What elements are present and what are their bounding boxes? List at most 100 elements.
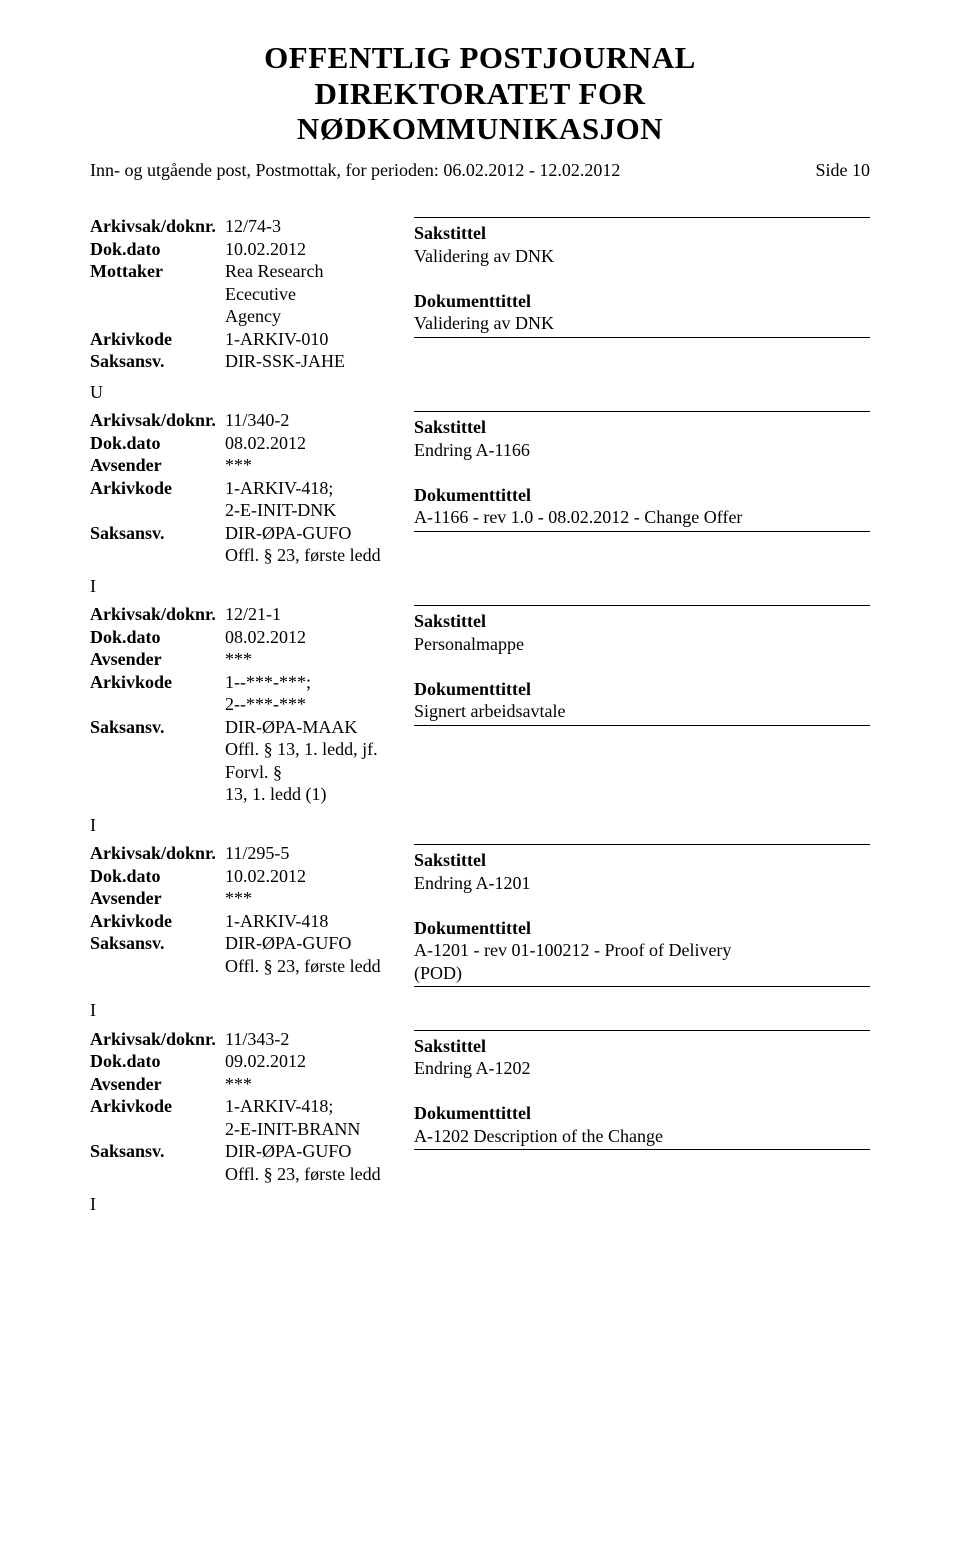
entry-left-col: Arkivsak/doknr.11/343-2Dok.dato09.02.201… [90, 1028, 390, 1186]
dokdato-value: 08.02.2012 [225, 626, 390, 649]
saksansv-value: DIR-ØPA-GUFO [225, 522, 390, 545]
dokdato-row: Dok.dato08.02.2012 [90, 626, 390, 649]
saksansv-value: DIR-ØPA-GUFO [225, 932, 390, 955]
party-row: Avsender*** [90, 1073, 390, 1096]
arkivkode-row: Arkivkode1-ARKIV-418 [90, 910, 390, 933]
party-label: Avsender [90, 1073, 225, 1096]
dokumenttittel-label: Dokumenttittel [414, 1102, 870, 1125]
party-row: MottakerRea Research Ececutive [90, 260, 390, 305]
arkivsak-row: Arkivsak/doknr.12/21-1 [90, 603, 390, 626]
arkivkode-value-2: 2-E-INIT-DNK [225, 499, 390, 522]
arkivkode-value: 1-ARKIV-418 [225, 910, 390, 933]
sakstittel-value: Endring A-1201 [414, 872, 870, 895]
entry-left-col: Arkivsak/doknr.11/340-2Dok.dato08.02.201… [90, 409, 390, 567]
journal-entry: Arkivsak/doknr.12/74-3Dok.dato10.02.2012… [90, 215, 870, 373]
arkivsak-row: Arkivsak/doknr.11/343-2 [90, 1028, 390, 1051]
party-row: Avsender*** [90, 887, 390, 910]
entries-container: Arkivsak/doknr.12/74-3Dok.dato10.02.2012… [90, 215, 870, 1216]
saksansv-row: Saksansv.DIR-ØPA-GUFO [90, 932, 390, 955]
entry-right-col: SakstittelEndring A-1201 DokumenttittelA… [414, 842, 870, 991]
saksansv-value-2: Offl. § 23, første ledd [225, 955, 390, 978]
arkivsak-value: 11/340-2 [225, 409, 390, 432]
saksansv-value: DIR-ØPA-GUFO [225, 1140, 390, 1163]
dokumenttittel-value: A-1201 - rev 01-100212 - Proof of Delive… [414, 939, 870, 962]
dokumenttittel-label: Dokumenttittel [414, 290, 870, 313]
divider-top [414, 1030, 870, 1031]
sakstittel-value: Endring A-1202 [414, 1057, 870, 1080]
arkivkode-value: 1-ARKIV-418; [225, 1095, 390, 1118]
saksansv-label: Saksansv. [90, 350, 225, 373]
party-value: *** [225, 648, 390, 671]
arkivsak-label: Arkivsak/doknr. [90, 603, 225, 626]
arkivkode-row: Arkivkode1--***-***; [90, 671, 390, 694]
divider [414, 337, 870, 338]
party-value: Rea Research Ececutive [225, 260, 390, 305]
header-title-line2: DIREKTORATET FOR [90, 76, 870, 112]
sakstittel-label: Sakstittel [414, 610, 870, 633]
arkivkode-label: Arkivkode [90, 1095, 225, 1118]
arkivkode-value: 1--***-***; [225, 671, 390, 694]
saksansv-row: Saksansv.DIR-SSK-JAHE [90, 350, 390, 373]
saksansv-value-3: 13, 1. ledd (1) [225, 783, 390, 806]
direction-marker: U [90, 381, 870, 404]
dokumenttittel-value: Validering av DNK [414, 312, 870, 335]
spacer [414, 461, 870, 484]
divider [414, 1149, 870, 1150]
arkivkode-row: Arkivkode1-ARKIV-418; [90, 1095, 390, 1118]
dokdato-label: Dok.dato [90, 626, 225, 649]
saksansv-row: Saksansv.DIR-ØPA-MAAK [90, 716, 390, 739]
arkivkode-label: Arkivkode [90, 328, 225, 351]
saksansv-value-2: Offl. § 13, 1. ledd, jf. Forvl. § [225, 738, 390, 783]
direction-marker: I [90, 1193, 870, 1216]
dokdato-value: 10.02.2012 [225, 238, 390, 261]
dokumenttittel-label: Dokumenttittel [414, 678, 870, 701]
entry-left-col: Arkivsak/doknr.11/295-5Dok.dato10.02.201… [90, 842, 390, 991]
direction-marker: I [90, 999, 870, 1022]
party-label: Mottaker [90, 260, 225, 305]
saksansv-value: DIR-SSK-JAHE [225, 350, 390, 373]
saksansv-value-2: Offl. § 23, første ledd [225, 544, 390, 567]
sakstittel-value: Personalmappe [414, 633, 870, 656]
entry-right-col: SakstittelValidering av DNK Dokumenttitt… [414, 215, 870, 373]
arkivsak-label: Arkivsak/doknr. [90, 1028, 225, 1051]
spacer [414, 894, 870, 917]
sakstittel-label: Sakstittel [414, 1035, 870, 1058]
party-label: Avsender [90, 887, 225, 910]
arkivkode-row: Arkivkode1-ARKIV-010 [90, 328, 390, 351]
arkivsak-value: 11/343-2 [225, 1028, 390, 1051]
subheader-row: Inn- og utgående post, Postmottak, for p… [90, 159, 870, 182]
party-row: Avsender*** [90, 454, 390, 477]
header-title-line3: NØDKOMMUNIKASJON [90, 111, 870, 147]
spacer [414, 1080, 870, 1103]
arkivkode-row: Arkivkode1-ARKIV-418; [90, 477, 390, 500]
dokumenttittel-value-2: (POD) [414, 962, 870, 985]
party-label: Avsender [90, 454, 225, 477]
journal-entry: Arkivsak/doknr.12/21-1Dok.dato08.02.2012… [90, 603, 870, 806]
saksansv-row: Saksansv.DIR-ØPA-GUFO [90, 522, 390, 545]
saksansv-row-3: 13, 1. ledd (1) [90, 783, 390, 806]
divider [414, 986, 870, 987]
page-number: Side 10 [815, 159, 870, 182]
arkivsak-value: 12/21-1 [225, 603, 390, 626]
dokdato-label: Dok.dato [90, 865, 225, 888]
sakstittel-label: Sakstittel [414, 849, 870, 872]
arkivsak-row: Arkivsak/doknr.12/74-3 [90, 215, 390, 238]
dokumenttittel-label: Dokumenttittel [414, 484, 870, 507]
arkivsak-label: Arkivsak/doknr. [90, 409, 225, 432]
arkivsak-value: 12/74-3 [225, 215, 390, 238]
divider [414, 531, 870, 532]
entry-left-col: Arkivsak/doknr.12/74-3Dok.dato10.02.2012… [90, 215, 390, 373]
dokdato-row: Dok.dato09.02.2012 [90, 1050, 390, 1073]
sakstittel-value: Endring A-1166 [414, 439, 870, 462]
dokdato-row: Dok.dato10.02.2012 [90, 238, 390, 261]
divider-top [414, 217, 870, 218]
arkivkode-value: 1-ARKIV-010 [225, 328, 390, 351]
party-value: *** [225, 887, 390, 910]
arkivkode-label: Arkivkode [90, 910, 225, 933]
arkivkode-label: Arkivkode [90, 477, 225, 500]
arkivsak-label: Arkivsak/doknr. [90, 215, 225, 238]
arkivkode-value: 1-ARKIV-418; [225, 477, 390, 500]
divider-top [414, 411, 870, 412]
saksansv-row-2: Offl. § 23, første ledd [90, 544, 390, 567]
party-value: *** [225, 1073, 390, 1096]
